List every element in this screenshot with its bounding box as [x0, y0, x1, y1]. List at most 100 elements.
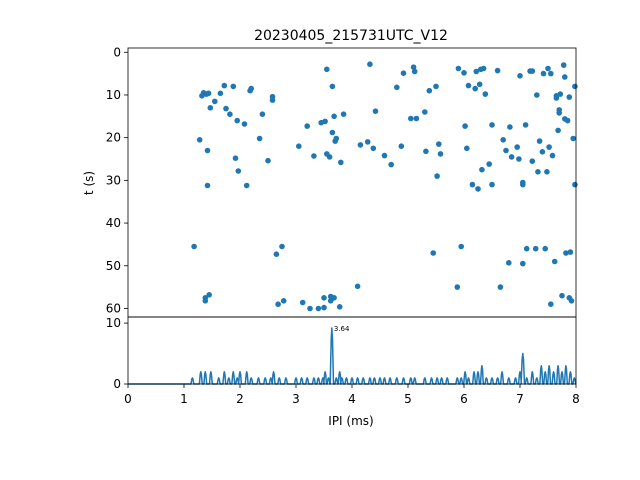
- scatter-point: [241, 121, 248, 127]
- scatter-point: [539, 149, 546, 155]
- scatter-point: [206, 292, 212, 298]
- scatter-point: [523, 245, 530, 252]
- scatter-point: [370, 145, 377, 152]
- scatter-point: [273, 251, 280, 257]
- scatter-point: [196, 137, 203, 143]
- scatter-point: [204, 182, 211, 189]
- scatter-point: [388, 161, 395, 168]
- scatter-point: [548, 301, 554, 308]
- scatter-point: [473, 68, 480, 75]
- scatter-point: [465, 82, 472, 89]
- scatter-point: [191, 243, 197, 250]
- bottom-axes-frame: [127, 316, 577, 385]
- scatter-point: [279, 243, 285, 250]
- scatter-point: [230, 83, 237, 90]
- top-y-tick-label: 10: [106, 88, 121, 102]
- scatter-point: [461, 70, 467, 76]
- scatter-point: [516, 156, 522, 162]
- scatter-point: [548, 70, 554, 77]
- scatter-point: [367, 61, 373, 67]
- scatter-point: [354, 283, 361, 290]
- bottom-x-axis-label: IPI (ms): [328, 414, 373, 428]
- scatter-point: [269, 93, 276, 100]
- top-y-tick-label: 60: [106, 301, 121, 315]
- scatter-point: [480, 65, 487, 72]
- scatter-point: [486, 161, 493, 167]
- scatter-point: [522, 122, 529, 128]
- top-y-tick-label: 0: [113, 45, 121, 59]
- scatter-point: [265, 157, 271, 164]
- scatter-point: [549, 152, 556, 159]
- scatter-point: [315, 305, 322, 312]
- scatter-point: [534, 92, 540, 98]
- scatter-point: [546, 144, 552, 150]
- scatter-point: [475, 186, 481, 192]
- scatter-point: [304, 123, 311, 129]
- scatter-point: [469, 181, 476, 188]
- bottom-x-tick-label: 0: [124, 392, 132, 406]
- scatter-point: [422, 109, 428, 115]
- scatter-point: [568, 298, 575, 304]
- scatter-point: [566, 94, 573, 100]
- scatter-point: [520, 260, 526, 267]
- scatter-point: [299, 299, 306, 306]
- scatter-point: [381, 152, 388, 159]
- scatter-point: [327, 293, 334, 300]
- scatter-point: [329, 129, 336, 136]
- bottom-x-tick-label: 1: [180, 392, 188, 406]
- scatter-point: [436, 141, 442, 147]
- scatter-point: [256, 135, 263, 142]
- scatter-point: [564, 117, 571, 124]
- scatter-point: [507, 124, 513, 130]
- scatter-point: [326, 154, 333, 160]
- scatter-point: [520, 179, 526, 186]
- top-y-tick-label: 40: [106, 216, 121, 230]
- scatter-point: [529, 158, 536, 164]
- scatter-point: [433, 83, 439, 90]
- bottom-x-tick-label: 6: [460, 392, 468, 406]
- scatter-point: [482, 91, 489, 97]
- scatter-point: [223, 105, 229, 112]
- scatter-point: [464, 145, 470, 152]
- scatter-point: [307, 305, 313, 312]
- bottom-x-tick-label: 3: [292, 392, 300, 406]
- scatter-point: [259, 111, 266, 117]
- scatter-point: [400, 70, 407, 76]
- scatter-point: [357, 142, 364, 148]
- scatter-point: [217, 90, 224, 97]
- bottom-x-tick-label: 7: [516, 392, 524, 406]
- scatter-point: [333, 135, 340, 142]
- scatter-point: [221, 82, 228, 89]
- top-y-tick-label: 20: [106, 131, 121, 145]
- scatter-point: [476, 81, 483, 88]
- scatter-point: [329, 83, 336, 90]
- scatter-point: [248, 85, 254, 92]
- bottom-x-tick-label: 2: [236, 392, 244, 406]
- scatter-point: [494, 67, 501, 74]
- scatter-point: [202, 298, 209, 304]
- scatter-point: [497, 284, 504, 290]
- scatter-point: [437, 151, 444, 157]
- scatter-point: [560, 62, 567, 68]
- scatter-point: [321, 295, 327, 301]
- scatter-point: [557, 91, 564, 97]
- scatter-point: [411, 68, 418, 75]
- top-y-tick-label: 30: [106, 173, 121, 187]
- scatter-point: [570, 135, 576, 142]
- scatter-point: [535, 169, 541, 175]
- scatter-point: [562, 74, 568, 80]
- scatter-point: [455, 65, 462, 72]
- scatter-point: [340, 111, 347, 117]
- scatter-point: [212, 98, 218, 105]
- scatter-point: [508, 154, 515, 160]
- scatter-point: [324, 66, 330, 73]
- scatter-point: [489, 181, 495, 188]
- scatter-point: [235, 168, 242, 174]
- scatter-point: [227, 111, 233, 117]
- scatter-point: [280, 298, 287, 304]
- scatter-point: [398, 143, 405, 149]
- scatter-point: [321, 304, 327, 311]
- scatter-point: [500, 137, 507, 143]
